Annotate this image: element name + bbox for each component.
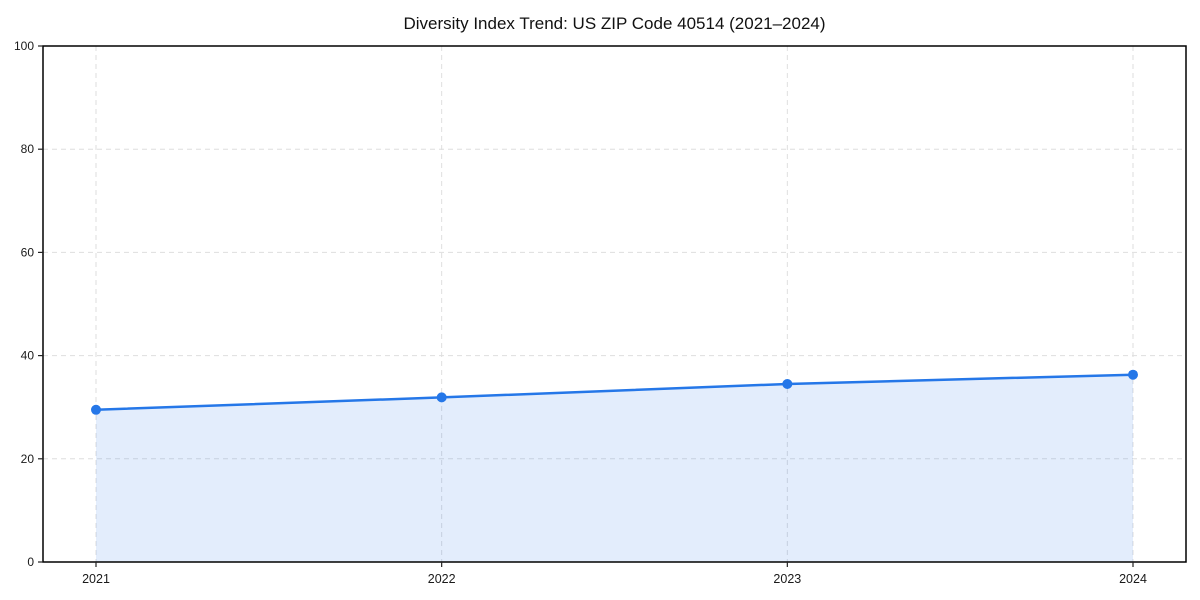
y-tick-label: 40	[21, 349, 35, 363]
data-point-2023	[782, 378, 793, 389]
x-tick-label: 2022	[428, 572, 456, 586]
trend-line	[94, 373, 1135, 412]
data-point-2021	[91, 404, 101, 415]
y-tick-label: 60	[21, 245, 35, 259]
y-tick-label: 0	[27, 555, 34, 569]
data-point-2024	[1128, 369, 1138, 380]
chart-title: Diversity Index Trend: US ZIP Code 40514…	[403, 14, 826, 33]
y-tick-label: 20	[21, 452, 35, 466]
y-tick-label: 80	[21, 142, 35, 156]
y-tick-label: 100	[14, 39, 34, 53]
area-fill	[96, 374, 1133, 562]
plot-border	[42, 45, 1187, 563]
data-point-2022	[436, 392, 447, 403]
x-tick-label: 2023	[773, 572, 801, 586]
x-tick-label: 2021	[82, 572, 110, 586]
x-tick-label: 2024	[1119, 572, 1147, 586]
